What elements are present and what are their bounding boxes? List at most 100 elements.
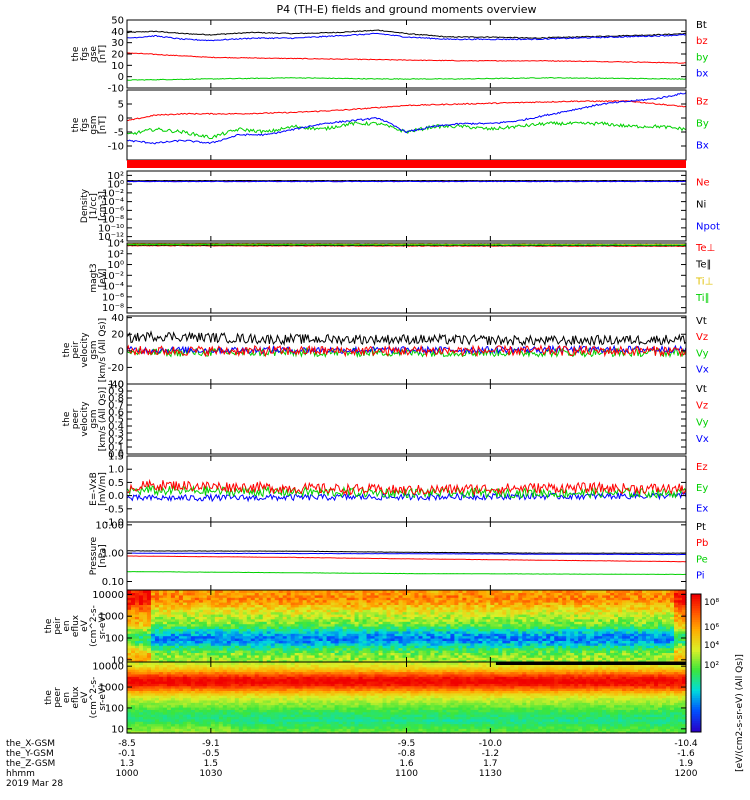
y-axis-label: [nT] bbox=[98, 45, 108, 63]
legend-Npot: Npot bbox=[696, 221, 720, 232]
y-tick-label: 10² bbox=[107, 171, 124, 182]
y-tick-label: 1000 bbox=[99, 612, 124, 623]
panel-peir_spec: 10000 1000 100 10 the peir en eflux eV (cm^2-s-sr… bbox=[44, 589, 687, 666]
y-tick-label: 10² bbox=[107, 249, 124, 260]
series-fgs_gse-Bt bbox=[127, 29, 686, 39]
y-axis-label: sr-eV) bbox=[98, 613, 108, 639]
legend-Vy: Vy bbox=[696, 348, 709, 359]
y-axis-label: the bbox=[44, 618, 54, 633]
y-tick-label: 10⁰ bbox=[107, 180, 124, 191]
y-tick-label: -40 bbox=[108, 380, 124, 391]
x-row-value: -0.5 bbox=[202, 749, 220, 759]
y-tick-label: 10⁻¹² bbox=[98, 232, 124, 243]
legend-Vt: Vt bbox=[696, 316, 707, 327]
y-axis-label: the bbox=[71, 117, 81, 132]
y-axis-label: peir bbox=[71, 341, 81, 359]
series-peir_vel-Vz bbox=[127, 344, 686, 358]
legend-Pe: Pe bbox=[696, 554, 708, 565]
y-axis-label: Density bbox=[80, 188, 90, 223]
x-row-value: 1000 bbox=[116, 769, 139, 779]
y-axis-label: peer bbox=[71, 408, 81, 429]
y-axis-label: en bbox=[62, 692, 72, 703]
x-row-value: 1200 bbox=[675, 769, 698, 779]
y-axis-label: (cm^2-s- bbox=[89, 677, 99, 719]
legend-Ez: Ez bbox=[696, 462, 708, 473]
y-axis-label: gsm bbox=[89, 340, 99, 359]
y-tick-label: 20 bbox=[111, 330, 124, 341]
y-tick-label: 1.00 bbox=[102, 549, 124, 560]
y-tick-label: 0.7 bbox=[108, 401, 124, 412]
legend-Bt: Bt bbox=[696, 20, 707, 31]
x-row-value: 1.7 bbox=[483, 759, 497, 769]
x-row-value: -1.2 bbox=[482, 749, 500, 759]
y-tick-label: 0 bbox=[118, 114, 124, 125]
x-axis: the_X-GSM -8.5 -9.1 -9.5 -10.0 -10.4 the_Y-GSM… bbox=[6, 739, 698, 789]
legend-Pi: Pi bbox=[696, 571, 705, 582]
y-axis-label: Pressure bbox=[89, 536, 99, 575]
y-tick-label: 1000 bbox=[99, 683, 124, 694]
panel-frame bbox=[126, 383, 687, 455]
y-tick-label: 0 bbox=[118, 346, 124, 357]
y-tick-label: 40 bbox=[111, 313, 124, 324]
y-tick-label: 5 bbox=[118, 100, 124, 111]
y-tick-label: 0.1 bbox=[108, 443, 124, 454]
series-fgs_gse-bz bbox=[127, 52, 686, 64]
y-tick-label: 10⁻⁴ bbox=[102, 197, 124, 208]
panel-frame bbox=[126, 242, 687, 314]
y-tick-label: 0.0 bbox=[108, 450, 124, 461]
y-tick-label: 20 bbox=[111, 50, 124, 61]
x-row-value: 1.6 bbox=[399, 759, 414, 769]
x-row-label: the_X-GSM bbox=[6, 739, 55, 749]
legend-Pt: Pt bbox=[696, 522, 706, 533]
legend-Pb: Pb bbox=[696, 538, 708, 549]
y-axis-label: [cm-3] bbox=[98, 191, 108, 221]
y-tick-label: 10⁻⁶ bbox=[102, 206, 124, 217]
series-fgs_gse-bx bbox=[127, 32, 686, 42]
y-tick-label: -5 bbox=[114, 128, 124, 139]
y-axis-label: [km/s (All Qs)] bbox=[98, 318, 108, 382]
y-axis-label: [mV/m] bbox=[98, 472, 108, 506]
legend-Vx: Vx bbox=[696, 434, 709, 445]
y-tick-label: 10 bbox=[111, 655, 124, 666]
panel-density: 10²10⁰10⁻²10⁻⁴10⁻⁶10⁻⁸10⁻¹⁰10⁻¹²Density[… bbox=[80, 170, 720, 243]
x-row-value: -8.5 bbox=[118, 739, 136, 749]
x-row-value: -9.1 bbox=[202, 739, 220, 749]
y-tick-label: 1.0 bbox=[108, 465, 124, 476]
colorbar-tick: 10⁶ bbox=[704, 623, 719, 633]
y-axis-label: the bbox=[62, 342, 72, 357]
panel-frame bbox=[126, 455, 687, 523]
y-tick-label: 100 bbox=[105, 703, 124, 714]
legend-Vz: Vz bbox=[696, 401, 708, 412]
series-pressure-Pb bbox=[127, 555, 686, 563]
bar-strip bbox=[127, 160, 686, 168]
legend-Te⊥: Te⊥ bbox=[695, 243, 715, 254]
x-row-value: 1130 bbox=[479, 769, 502, 779]
legend-Bx: Bx bbox=[696, 140, 709, 151]
date-label: 2019 Mar 28 bbox=[6, 779, 63, 789]
y-axis-label: peer bbox=[53, 687, 63, 708]
y-axis-label: eflux bbox=[71, 686, 81, 709]
y-tick-label: 10⁻⁸ bbox=[102, 215, 124, 226]
y-axis-label: [nT] bbox=[98, 116, 108, 134]
y-tick-label: 100 bbox=[105, 634, 124, 645]
legend-bz: bz bbox=[696, 36, 708, 47]
x-row-label: hhmm bbox=[6, 769, 35, 779]
y-tick-label: 10⁴ bbox=[107, 239, 124, 250]
y-tick-label: 0.9 bbox=[108, 387, 124, 398]
y-axis-label: (cm^2-s- bbox=[89, 605, 99, 647]
y-tick-label: 10⁻² bbox=[102, 188, 124, 199]
series-fgs_gse-by bbox=[127, 76, 686, 81]
y-tick-label: 10⁰ bbox=[107, 260, 124, 271]
y-axis-label: en bbox=[62, 620, 72, 631]
y-axis-label: fgs bbox=[80, 118, 90, 132]
y-tick-label: 0.5 bbox=[108, 478, 124, 489]
y-tick-label: -10 bbox=[108, 142, 124, 153]
y-tick-label: 10 bbox=[111, 724, 124, 735]
panel-peer_spec: 10000 1000 100 10 the peer en eflux eV (cm^2-s-sr… bbox=[44, 661, 687, 735]
x-row-value: 1.3 bbox=[120, 759, 134, 769]
y-tick-label: 0.4 bbox=[108, 422, 124, 433]
colorbar-label: [eV/(cm2-s-sr-eV) (All Qs)] bbox=[735, 654, 745, 772]
y-tick-label: 10000 bbox=[92, 662, 124, 673]
colorbar-tick: 10⁸ bbox=[704, 598, 719, 608]
